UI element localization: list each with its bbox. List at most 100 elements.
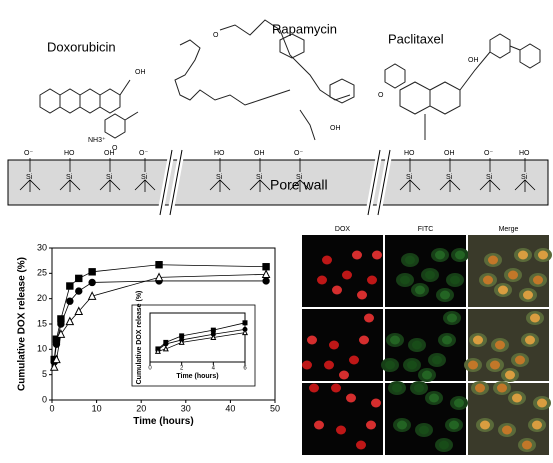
plot-frame	[149, 312, 246, 363]
nucleus	[322, 255, 332, 265]
atom-label: O	[213, 32, 219, 39]
surface-label: O⁻	[484, 150, 493, 157]
y-tick-label: 5	[42, 369, 47, 379]
nucleus	[359, 335, 369, 345]
nucleus	[508, 270, 518, 280]
nucleus	[440, 290, 450, 300]
nucleus	[455, 250, 465, 260]
nucleus	[405, 255, 415, 265]
nucleus	[480, 420, 490, 430]
nucleus	[317, 275, 327, 285]
bond	[439, 179, 461, 192]
nucleus	[512, 393, 522, 403]
nucleus	[490, 360, 500, 370]
marker	[210, 327, 216, 333]
surface-label: O⁻	[294, 150, 303, 157]
nucleus	[336, 425, 346, 435]
nucleus	[498, 285, 508, 295]
surface-label: OH	[254, 150, 265, 157]
nucleus	[329, 340, 339, 350]
nucleus	[352, 250, 362, 260]
nucleus	[397, 420, 407, 430]
marker	[52, 340, 61, 348]
marker	[242, 320, 248, 326]
marker	[155, 261, 163, 269]
bond	[249, 179, 271, 192]
x-tick-label: 50	[270, 403, 280, 413]
nucleus	[412, 340, 422, 350]
bond	[514, 179, 536, 192]
surface-label: HO	[519, 150, 530, 157]
surface-label: Si	[141, 174, 148, 181]
nucleus	[522, 440, 532, 450]
nucleus	[518, 250, 528, 260]
nucleus	[488, 255, 498, 265]
nucleus	[447, 313, 457, 323]
x-tick-label: 40	[225, 403, 235, 413]
nucleus	[435, 250, 445, 260]
surface-label: Si	[66, 174, 73, 181]
nucleus	[407, 360, 417, 370]
atom-label: O	[112, 145, 118, 152]
marker	[66, 282, 74, 290]
x-tick-label: 4	[212, 366, 216, 372]
marker	[65, 316, 75, 326]
nucleus	[429, 393, 439, 403]
nucleus	[502, 425, 512, 435]
marker	[262, 263, 270, 271]
surface-label: O⁻	[24, 150, 33, 157]
bond	[19, 179, 41, 192]
marker	[262, 277, 270, 285]
y-axis-label: Cumulative DOX release (%)	[136, 291, 143, 385]
nucleus	[449, 420, 459, 430]
y-axis-label: Cumulative DOX release (%)	[17, 257, 28, 391]
atom-label: OH	[135, 69, 146, 76]
surface-label: Si	[406, 174, 413, 181]
nucleus	[454, 398, 464, 408]
molecule-name: Paclitaxel	[388, 31, 444, 46]
marker	[162, 345, 169, 352]
marker	[154, 272, 164, 282]
surface-label: Si	[256, 174, 263, 181]
molecule-structures	[39, 19, 541, 141]
surface-groups: O⁻ Si HO Si OH Si O⁻ Si HO Si OH Si O⁻ Si HO Si OH Si O⁻ Si…	[19, 150, 536, 192]
x-axis-label: Time (hours)	[133, 416, 193, 427]
surface-label: Si	[521, 174, 528, 181]
nucleus	[357, 290, 367, 300]
surface-label: HO	[214, 150, 225, 157]
x-tick-label: 30	[181, 403, 191, 413]
marker	[57, 320, 65, 328]
nucleus	[364, 313, 374, 323]
pore-wall	[7, 159, 549, 206]
bond	[399, 179, 421, 192]
nucleus	[302, 360, 312, 370]
nucleus	[523, 290, 533, 300]
y-tick-label: 20	[37, 293, 47, 303]
marker	[88, 268, 96, 276]
marker	[87, 291, 97, 300]
marker	[74, 306, 84, 316]
y-tick-label: 0	[42, 394, 47, 404]
nucleus	[450, 275, 460, 285]
nucleus	[419, 425, 429, 435]
marker	[88, 278, 96, 287]
nucleus	[392, 383, 402, 393]
x-tick-label: 20	[136, 403, 146, 413]
marker	[210, 333, 217, 340]
nucleus	[400, 275, 410, 285]
marker	[75, 287, 83, 295]
marker	[179, 333, 185, 339]
nucleus	[415, 285, 425, 295]
nucleus	[342, 270, 352, 280]
column-header: Merge	[499, 226, 519, 233]
nucleus	[309, 383, 319, 393]
micrograph	[302, 383, 383, 455]
nucleus	[366, 420, 376, 430]
marker	[49, 362, 59, 371]
nucleus	[442, 335, 452, 345]
bond	[99, 179, 121, 192]
nucleus	[515, 355, 525, 365]
nucleus	[495, 340, 505, 350]
